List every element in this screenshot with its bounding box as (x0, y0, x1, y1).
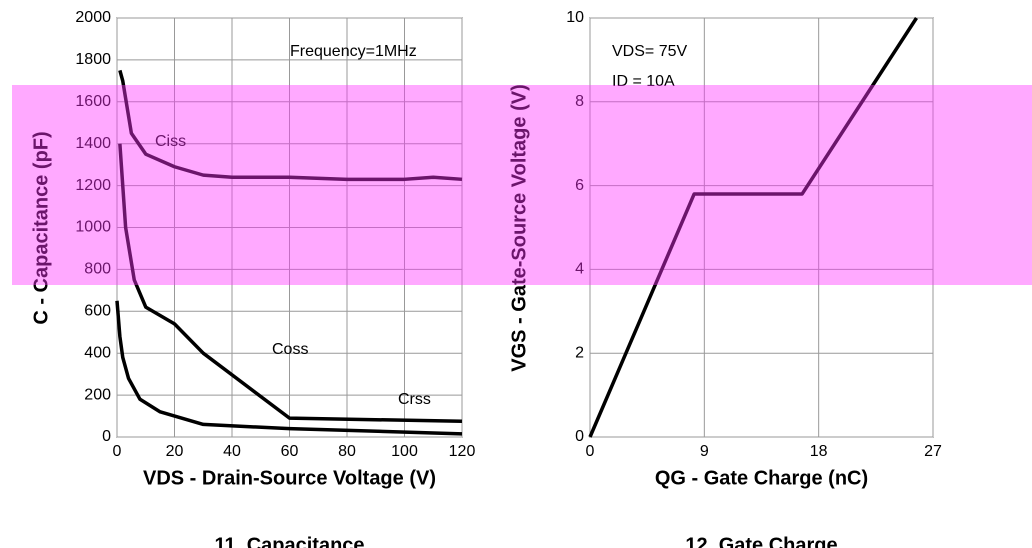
x-tick-label: 18 (810, 443, 828, 460)
x-tick-label: 0 (586, 443, 595, 460)
y-tick-label: 4 (575, 261, 584, 278)
y-tick-label: 2000 (75, 9, 111, 26)
x-tick-label: 27 (924, 443, 942, 460)
overlay-band (12, 85, 1032, 285)
y-tick-label: 600 (84, 303, 111, 320)
x-axis-label: QG - Gate Charge (nC) (655, 467, 868, 489)
y-tick-label: 0 (102, 428, 111, 445)
series-line (118, 143, 463, 424)
y-tick-label: 8 (575, 93, 584, 110)
x-tick-label: 20 (166, 443, 184, 460)
annotation: Frequency=1MHz (290, 43, 417, 60)
y-tick-label: 800 (84, 261, 111, 278)
y-tick-label: 400 (84, 344, 111, 361)
x-tick-label: 120 (449, 443, 476, 460)
x-tick-label: 0 (113, 443, 122, 460)
chart-title: 12. Gate Charge (685, 534, 837, 548)
y-tick-label: 200 (84, 386, 111, 403)
series-line (588, 17, 918, 438)
y-tick-label: 1000 (75, 219, 111, 236)
x-tick-label: 40 (223, 443, 241, 460)
y-tick-label: 1600 (75, 93, 111, 110)
y-tick-label: 2 (575, 344, 584, 361)
chart-title: 11. Capacitance (214, 534, 364, 548)
y-tick-label: 1200 (75, 177, 111, 194)
x-tick-label: 80 (338, 443, 356, 460)
x-tick-label: 9 (700, 443, 709, 460)
plot-area (589, 17, 934, 438)
y-tick-label: 1800 (75, 51, 111, 68)
y-tick-label: 10 (566, 9, 584, 26)
y-tick-label: 0 (575, 428, 584, 445)
y-tick-label: 1400 (75, 135, 111, 152)
series-label: Crss (398, 391, 431, 408)
x-tick-label: 100 (391, 443, 418, 460)
y-tick-label: 6 (575, 177, 584, 194)
series-label: Coss (272, 341, 308, 358)
series-label: Ciss (155, 133, 186, 150)
y-axis-label: VGS - Gate-Source Voltage (V) (508, 84, 530, 371)
annotation: ID = 10A (612, 73, 675, 90)
x-axis-label: VDS - Drain-Source Voltage (V) (143, 467, 436, 489)
series-line (118, 69, 463, 182)
annotation: VDS= 75V (612, 43, 687, 60)
y-axis-label: C - Capacitance (pF) (30, 131, 52, 324)
series-line (115, 300, 463, 436)
x-tick-label: 60 (281, 443, 299, 460)
